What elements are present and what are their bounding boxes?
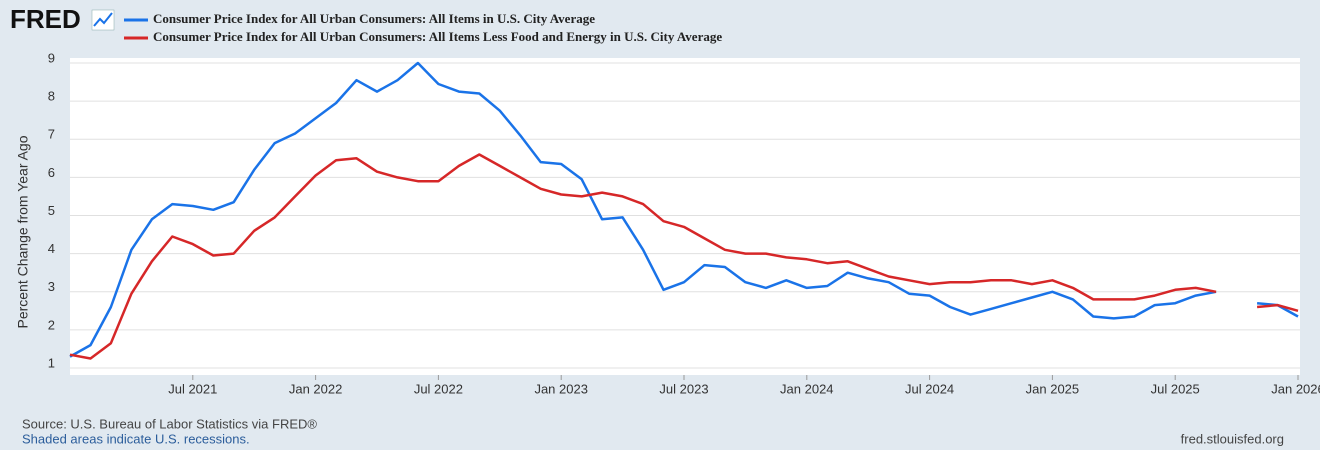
y-tick-label: 8 [48,89,55,104]
y-tick-label: 1 [48,355,55,370]
x-tick-label: Jan 2023 [534,381,588,396]
x-tick-label: Jul 2023 [659,381,708,396]
y-tick-label: 7 [48,127,55,142]
legend-label: Consumer Price Index for All Urban Consu… [153,29,722,44]
x-tick-label: Jul 2025 [1151,381,1200,396]
source: Source: U.S. Bureau of Labor Statistics … [22,416,317,431]
x-tick-label: Jan 2022 [289,381,343,396]
y-tick-label: 6 [48,165,55,180]
y-tick-label: 2 [48,317,55,332]
x-tick-label: Jul 2021 [168,381,217,396]
x-tick-label: Jan 2026 [1271,381,1320,396]
y-tick-label: 5 [48,203,55,218]
plot-area [70,58,1300,375]
note: Shaded areas indicate U.S. recessions. [22,431,250,446]
x-tick-label: Jul 2022 [414,381,463,396]
y-tick-label: 4 [48,241,55,256]
y-tick-label: 9 [48,50,55,65]
logo: FRED [10,4,81,34]
legend-label: Consumer Price Index for All Urban Consu… [153,11,595,26]
logo-icon [91,9,115,31]
x-tick-label: Jan 2024 [780,381,834,396]
url: fred.stlouisfed.org [1181,431,1284,446]
x-tick-label: Jul 2024 [905,381,954,396]
series-line [69,153,1299,360]
y-tick-label: 3 [48,279,55,294]
y-axis-label: Percent Change from Year Ago [15,135,31,328]
x-tick-label: Jan 2025 [1026,381,1080,396]
